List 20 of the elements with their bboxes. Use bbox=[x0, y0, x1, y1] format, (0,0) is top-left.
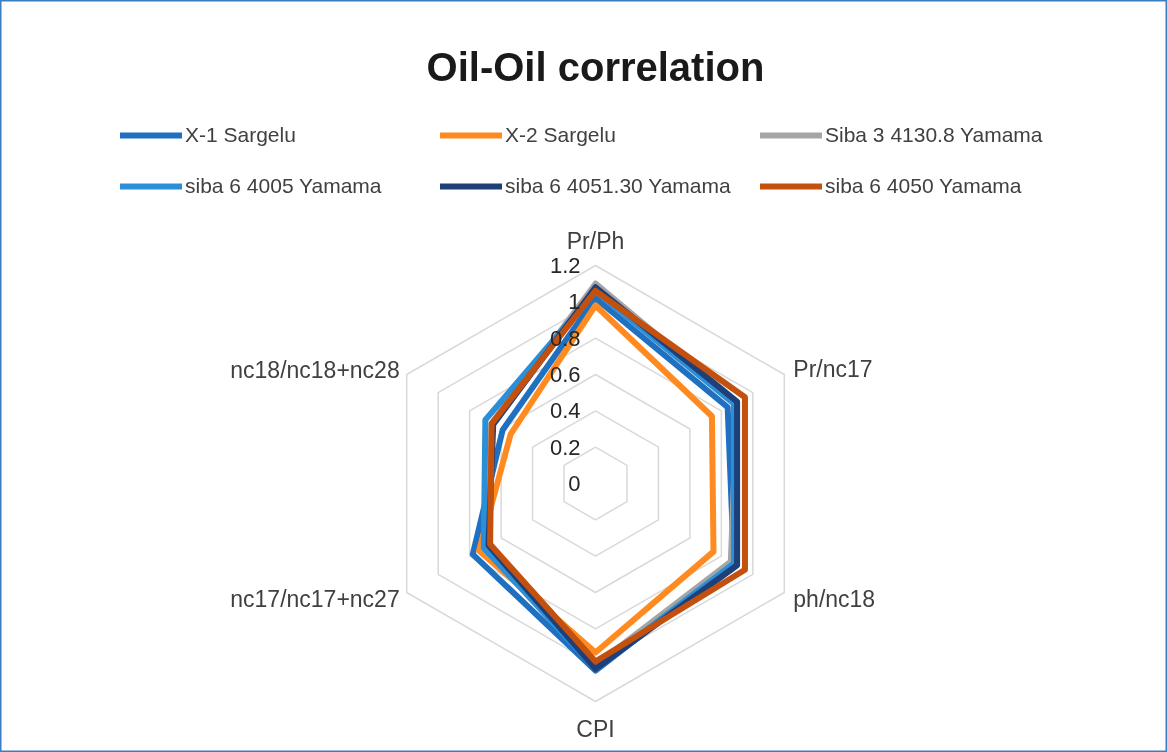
legend-label: siba 6 4005 Yamama bbox=[185, 174, 383, 198]
legend-label: X-2 Sargelu bbox=[505, 123, 617, 147]
spoke-label: CPI bbox=[576, 715, 615, 742]
y-tick-label: 0.2 bbox=[549, 434, 581, 460]
legend-label: Siba 3 4130.8 Yamama bbox=[825, 123, 1044, 147]
spoke-label: Pr/Ph bbox=[566, 227, 625, 254]
y-tick-label: 0.4 bbox=[549, 398, 581, 424]
spoke-label: nc18/nc18+nc28 bbox=[230, 356, 400, 383]
legend-label: siba 6 4051.30 Yamama bbox=[505, 174, 732, 198]
y-tick-label: 0.6 bbox=[549, 362, 581, 387]
spoke-label: nc17/nc17+nc27 bbox=[230, 585, 400, 612]
y-tick-label: 1.2 bbox=[549, 253, 581, 278]
legend-label: siba 6 4050 Yamama bbox=[825, 174, 1023, 198]
y-tick-label: 1 bbox=[568, 289, 581, 315]
chart-title: Oil-Oil correlation bbox=[426, 44, 765, 89]
spoke-label: Pr/nc17 bbox=[793, 355, 873, 382]
spoke-label: ph/nc18 bbox=[793, 585, 876, 612]
y-tick-label: 0 bbox=[568, 471, 581, 496]
y-tick-label: 0.8 bbox=[549, 325, 581, 351]
legend-label: X-1 Sargelu bbox=[185, 123, 297, 147]
